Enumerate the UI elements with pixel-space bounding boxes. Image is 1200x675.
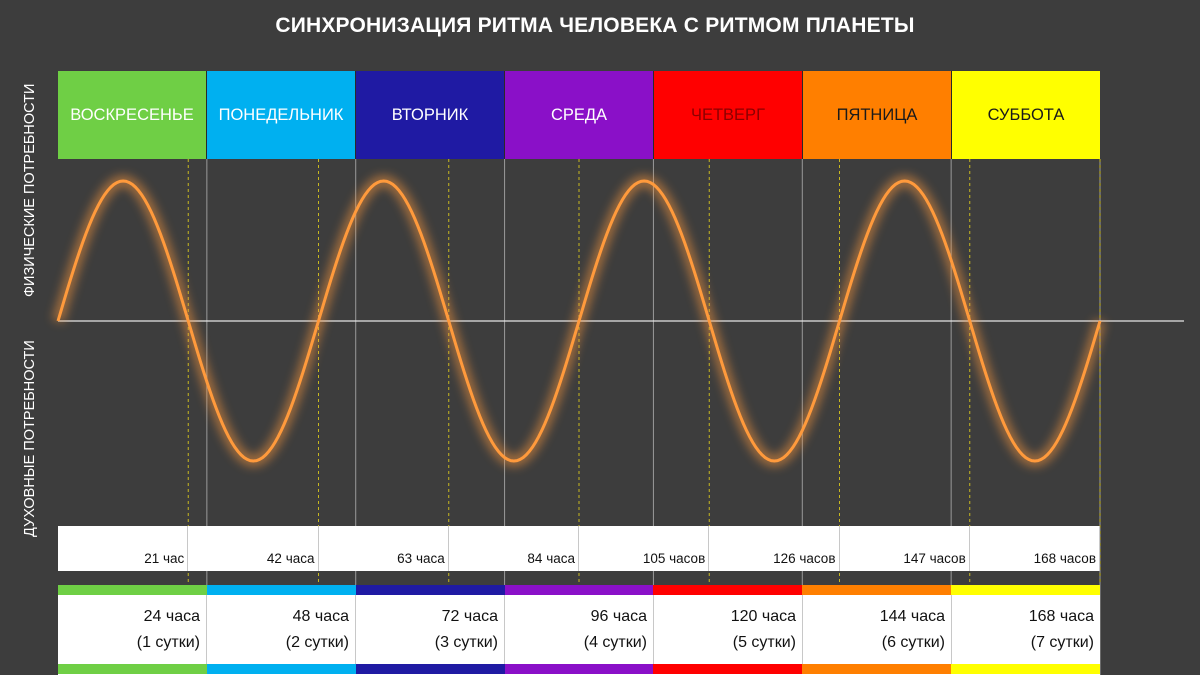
day-count-days: (3 сутки) bbox=[434, 634, 498, 651]
day-count-days: (6 сутки) bbox=[881, 634, 945, 651]
day-count-hours: 96 часа bbox=[590, 608, 647, 625]
day-count-hours: 48 часа bbox=[292, 608, 349, 625]
day-count-hours: 120 часа bbox=[730, 608, 796, 625]
day-counts-row: 24 часа (1 сутки) 48 часа (2 сутки) 72 час… bbox=[58, 585, 1101, 675]
day-count-days: (7 сутки) bbox=[1030, 634, 1094, 651]
cycle-label: 63 часа bbox=[319, 526, 449, 571]
strip-segment bbox=[58, 664, 207, 674]
day-count-cell: 144 часа (6 сутки) bbox=[803, 595, 952, 664]
strip-segment bbox=[206, 664, 356, 674]
rhythm-curve bbox=[56, 179, 1102, 463]
strip-segment bbox=[802, 664, 952, 674]
day-count-days: (1 сутки) bbox=[136, 634, 200, 651]
day-count-hours: 24 часа bbox=[143, 608, 200, 625]
day-count-cell: 72 часа (3 сутки) bbox=[356, 595, 505, 664]
day-tuesday: ВТОРНИК bbox=[356, 71, 505, 159]
cycle-label: 168 часов bbox=[970, 526, 1100, 571]
day-count-hours: 168 часа bbox=[1028, 608, 1094, 625]
day-count-cell: 96 часа (4 сутки) bbox=[505, 595, 654, 664]
strip-segment bbox=[355, 664, 505, 674]
color-strip-top bbox=[58, 585, 1101, 595]
day-saturday: СУББОТА bbox=[952, 71, 1100, 159]
day-count-cell: 120 часа (5 сутки) bbox=[654, 595, 803, 664]
cycle-label: 84 часа bbox=[449, 526, 579, 571]
day-monday: ПОНЕДЕЛЬНИК bbox=[207, 71, 356, 159]
day-wednesday: СРЕДА bbox=[505, 71, 654, 159]
day-sunday: ВОСКРЕСЕНЬЕ bbox=[58, 71, 207, 159]
strip-segment bbox=[355, 585, 505, 595]
weekday-bar: ВОСКРЕСЕНЬЕ ПОНЕДЕЛЬНИК ВТОРНИК СРЕДА ЧЕ… bbox=[58, 71, 1100, 159]
day-count-hours: 72 часа bbox=[441, 608, 498, 625]
cycle-label: 147 часов bbox=[840, 526, 970, 571]
strip-segment bbox=[951, 585, 1101, 595]
day-friday: ПЯТНИЦА bbox=[803, 71, 952, 159]
strip-segment bbox=[653, 585, 803, 595]
strip-segment bbox=[58, 585, 207, 595]
cycle-label: 126 часов bbox=[709, 526, 840, 571]
cycle-hours-row: 21 час 42 часа 63 часа 84 часа 105 часов… bbox=[58, 526, 1100, 571]
cycle-label: 42 часа bbox=[188, 526, 319, 571]
color-strip-bottom bbox=[58, 664, 1101, 674]
strip-segment bbox=[504, 664, 654, 674]
cycle-label: 21 час bbox=[58, 526, 189, 571]
day-thursday: ЧЕТВЕРГ bbox=[654, 71, 803, 159]
strip-segment bbox=[951, 664, 1101, 674]
cycle-label: 105 часов bbox=[579, 526, 710, 571]
day-count-cell: 168 часа (7 сутки) bbox=[952, 595, 1100, 664]
strip-segment bbox=[802, 585, 952, 595]
strip-segment bbox=[206, 585, 356, 595]
day-count-days: (4 сутки) bbox=[583, 634, 647, 651]
day-count-days: (2 сутки) bbox=[285, 634, 349, 651]
strip-segment bbox=[504, 585, 654, 595]
strip-segment bbox=[653, 664, 803, 674]
page-title: СИНХРОНИЗАЦИЯ РИТМА ЧЕЛОВЕКА С РИТМОМ ПЛ… bbox=[275, 14, 915, 37]
day-count-cell: 24 часа (1 сутки) bbox=[58, 595, 207, 664]
day-count-hours: 144 часа bbox=[879, 608, 945, 625]
day-count-cell: 48 часа (2 сутки) bbox=[207, 595, 356, 664]
day-count-days: (5 сутки) bbox=[732, 634, 796, 651]
